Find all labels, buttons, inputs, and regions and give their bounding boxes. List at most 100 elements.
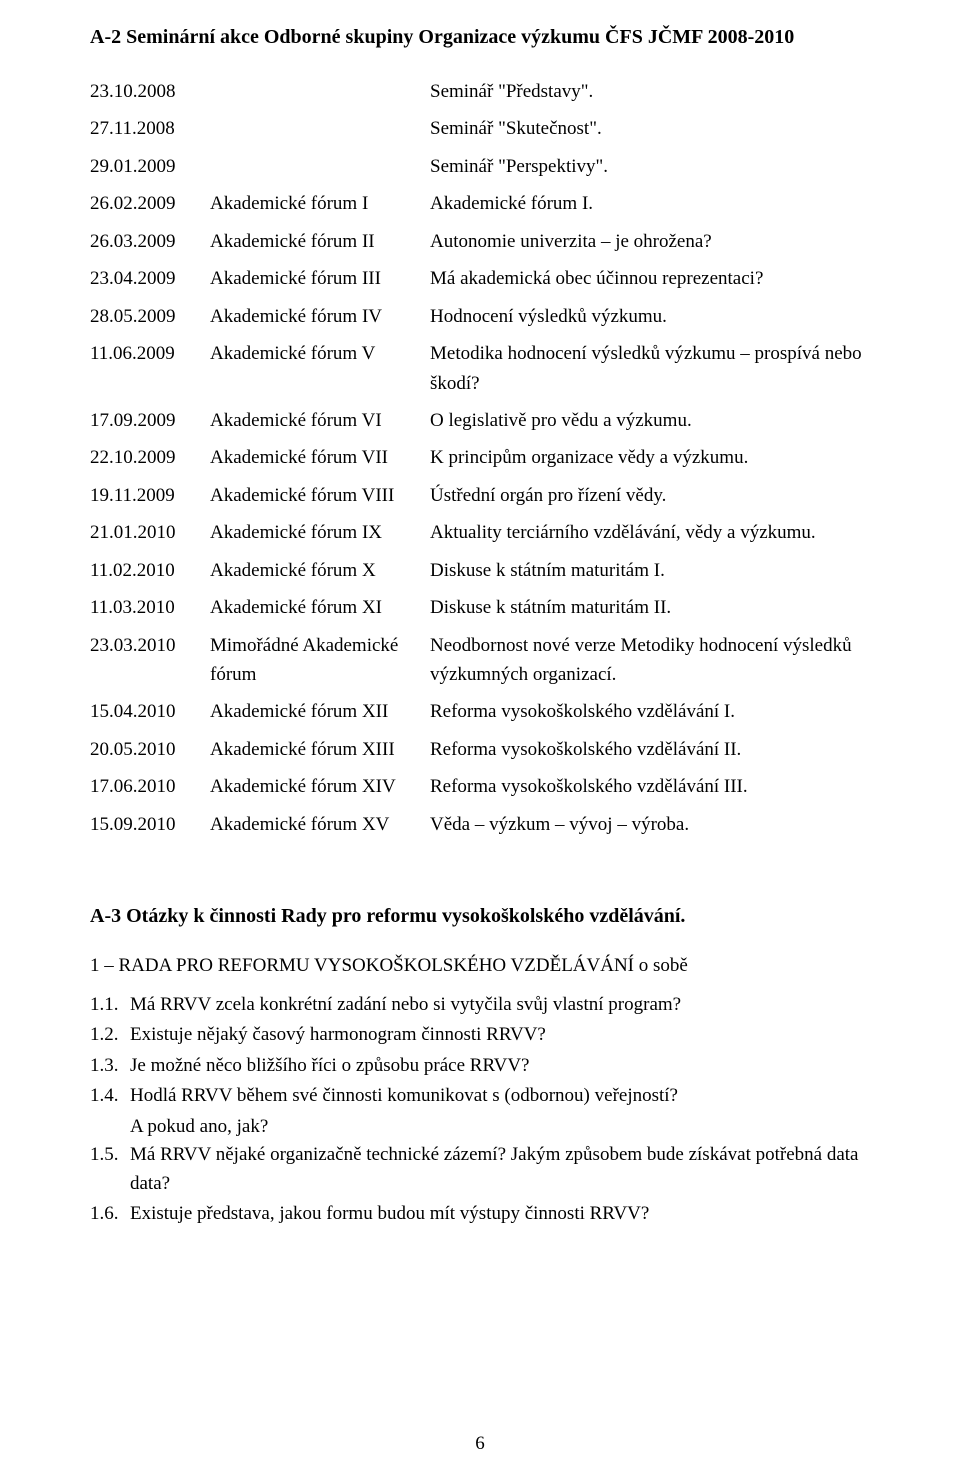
event-date: 17.09.2009 [90,402,210,439]
event-name [210,110,430,147]
table-row: 15.09.2010Akademické fórum XVVěda – výzk… [90,806,870,843]
question-text: Hodlá RRVV během své činnosti komunikova… [130,1082,870,1111]
event-name: Akademické fórum VIII [210,477,430,514]
event-date: 19.11.2009 [90,477,210,514]
table-row: 19.11.2009Akademické fórum VIIIÚstřední … [90,477,870,514]
event-date: 29.01.2009 [90,148,210,185]
event-name: Akademické fórum II [210,223,430,260]
event-description: Seminář "Skutečnost". [430,110,870,147]
question-number: 1.1. [90,991,130,1020]
event-date: 26.02.2009 [90,185,210,222]
question-number: 1.4. [90,1082,130,1111]
event-name: Akademické fórum XIII [210,731,430,768]
table-row: 21.01.2010Akademické fórum IXAktuality t… [90,514,870,551]
event-description: Reforma vysokoškolského vzdělávání II. [430,731,870,768]
table-row: 17.06.2010Akademické fórum XIVReforma vy… [90,768,870,805]
event-name: Akademické fórum XV [210,806,430,843]
table-row: 11.03.2010Akademické fórum XIDiskuse k s… [90,589,870,626]
event-date: 23.04.2009 [90,260,210,297]
event-date: 26.03.2009 [90,223,210,260]
table-row: 11.02.2010Akademické fórum XDiskuse k st… [90,552,870,589]
table-row: 23.04.2009Akademické fórum IIIMá akademi… [90,260,870,297]
question-subtext: A pokud ano, jak? [90,1113,870,1142]
event-date: 17.06.2010 [90,768,210,805]
event-description: K principům organizace vědy a výzkumu. [430,439,870,476]
event-name: Akademické fórum VII [210,439,430,476]
page-number: 6 [0,1433,960,1455]
table-row: 29.01.2009 Seminář "Perspektivy". [90,148,870,185]
question-number: 1.2. [90,1021,130,1050]
table-row: 26.02.2009Akademické fórum IAkademické f… [90,185,870,222]
event-date: 28.05.2009 [90,298,210,335]
questions-list: 1.1.Má RRVV zcela konkrétní zadání nebo … [90,991,870,1229]
a3-subheading: 1 – RADA PRO REFORMU VYSOKOŠKOLSKÉHO VZD… [90,952,870,981]
event-name: Akademické fórum XI [210,589,430,626]
table-row: 26.03.2009Akademické fórum IIAutonomie u… [90,223,870,260]
event-description: Ústřední orgán pro řízení vědy. [430,477,870,514]
list-item: 1.1.Má RRVV zcela konkrétní zadání nebo … [90,991,870,1020]
event-description: Akademické fórum I. [430,185,870,222]
document-page: A-2 Seminární akce Odborné skupiny Organ… [0,0,960,1479]
question-text: Existuje nějaký časový harmonogram činno… [130,1021,870,1050]
event-name: Akademické fórum IV [210,298,430,335]
event-description: O legislativě pro vědu a výzkumu. [430,402,870,439]
event-name: Akademické fórum XII [210,693,430,730]
section-a2-heading: A-2 Seminární akce Odborné skupiny Organ… [90,24,870,51]
event-description: Aktuality terciárního vzdělávání, vědy a… [430,514,870,551]
event-date: 21.01.2010 [90,514,210,551]
question-number: 1.5. [90,1141,130,1198]
event-date: 23.03.2010 [90,627,210,694]
event-description: Hodnocení výsledků výzkumu. [430,298,870,335]
event-description: Věda – výzkum – vývoj – výroba. [430,806,870,843]
event-description: Diskuse k státním maturitám I. [430,552,870,589]
question-number: 1.3. [90,1052,130,1081]
event-description: Autonomie univerzita – je ohrožena? [430,223,870,260]
event-date: 23.10.2008 [90,73,210,110]
event-name: Akademické fórum XIV [210,768,430,805]
event-name [210,73,430,110]
event-date: 11.03.2010 [90,589,210,626]
event-name [210,148,430,185]
list-item: 1.5.Má RRVV nějaké organizačně technické… [90,1141,870,1198]
table-row: 23.03.2010Mimořádné Akademické fórumNeod… [90,627,870,694]
event-date: 27.11.2008 [90,110,210,147]
table-row: 27.11.2008 Seminář "Skutečnost". [90,110,870,147]
event-description: Seminář "Perspektivy". [430,148,870,185]
question-text: Je možné něco bližšího říci o způsobu pr… [130,1052,870,1081]
question-number: 1.6. [90,1200,130,1229]
event-date: 15.09.2010 [90,806,210,843]
event-name: Akademické fórum IX [210,514,430,551]
question-text: Existuje představa, jakou formu budou mí… [130,1200,870,1229]
question-text: Má RRVV zcela konkrétní zadání nebo si v… [130,991,870,1020]
event-description: Metodika hodnocení výsledků výzkumu – pr… [430,335,870,402]
event-date: 11.02.2010 [90,552,210,589]
question-text: Má RRVV nějaké organizačně technické záz… [130,1141,870,1198]
event-name: Akademické fórum V [210,335,430,402]
table-row: 17.09.2009Akademické fórum VIO legislati… [90,402,870,439]
events-table: 23.10.2008Seminář "Představy".27.11.2008… [90,73,870,843]
list-item: 1.2.Existuje nějaký časový harmonogram č… [90,1021,870,1050]
event-date: 11.06.2009 [90,335,210,402]
list-item: 1.4.Hodlá RRVV během své činnosti komuni… [90,1082,870,1141]
list-item: 1.3.Je možné něco bližšího říci o způsob… [90,1052,870,1081]
list-item: 1.6.Existuje představa, jakou formu budo… [90,1200,870,1229]
table-row: 20.05.2010Akademické fórum XIIIReforma v… [90,731,870,768]
section-a3-heading: A-3 Otázky k činnosti Rady pro reformu v… [90,903,870,930]
table-row: 15.04.2010Akademické fórum XIIReforma vy… [90,693,870,730]
event-name: Mimořádné Akademické fórum [210,627,430,694]
event-name: Akademické fórum III [210,260,430,297]
event-date: 20.05.2010 [90,731,210,768]
table-row: 28.05.2009Akademické fórum IVHodnocení v… [90,298,870,335]
event-description: Reforma vysokoškolského vzdělávání I. [430,693,870,730]
event-description: Reforma vysokoškolského vzdělávání III. [430,768,870,805]
table-row: 23.10.2008 Seminář "Představy". [90,73,870,110]
event-description: Seminář "Představy". [430,73,870,110]
event-description: Neodbornost nové verze Metodiky hodnocen… [430,627,870,694]
event-name: Akademické fórum X [210,552,430,589]
event-description: Diskuse k státním maturitám II. [430,589,870,626]
event-description: Má akademická obec účinnou reprezentaci? [430,260,870,297]
event-name: Akademické fórum VI [210,402,430,439]
event-date: 22.10.2009 [90,439,210,476]
table-row: 11.06.2009Akademické fórum VMetodika hod… [90,335,870,402]
event-name: Akademické fórum I [210,185,430,222]
